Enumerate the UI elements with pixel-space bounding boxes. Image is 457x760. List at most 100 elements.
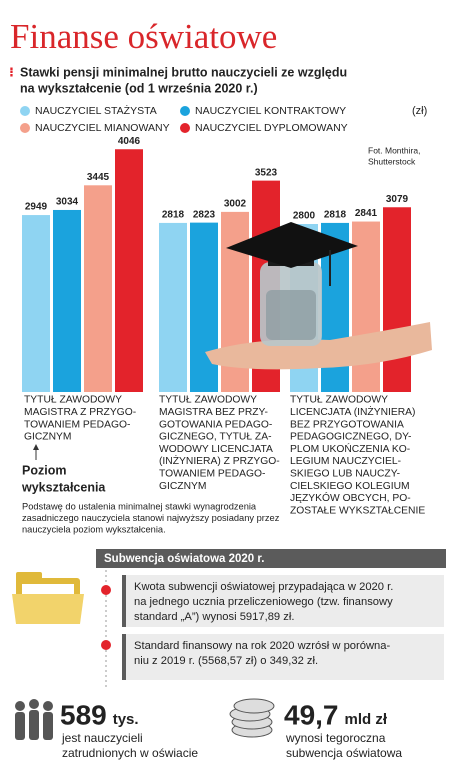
legend-label: NAUCZYCIEL DYPLOMOWANY	[195, 122, 348, 134]
section-title: Subwencja oświatowa 2020 r.	[104, 553, 264, 565]
legend-label: NAUCZYCIEL KONTRAKTOWY	[195, 105, 346, 117]
stat-unit: tys.	[113, 711, 139, 728]
stat-text: subwencja oświatowa	[286, 746, 402, 760]
x-axis-label: Poziom	[22, 463, 66, 477]
folder-front	[12, 594, 84, 624]
title: Finanse oświatowe	[10, 17, 277, 56]
subtitle: na wykształcenie (od 1 września 2020 r.)	[20, 81, 258, 95]
person	[15, 712, 25, 740]
category-label: JĘZYKÓW OBCYCH, PO-	[290, 491, 411, 504]
legend-label: NAUCZYCIEL MIANOWANY	[35, 122, 170, 134]
value-label: 2949	[25, 202, 48, 213]
unit: (zł)	[412, 105, 427, 117]
value-label: 2841	[355, 208, 378, 219]
coin	[233, 698, 275, 714]
category-label: GOTOWANIA PEDAGO-	[159, 419, 272, 430]
stat-value: 49,7	[284, 699, 339, 730]
category-label: GICZNYM	[24, 432, 71, 443]
photo-credit: Shutterstock	[368, 156, 416, 166]
category-label: (INŻYNIERA) Z PRZYGO-	[159, 454, 280, 467]
category-label: TYTUŁ ZAWODOWY	[24, 395, 122, 406]
bar	[53, 209, 81, 392]
legend-label: NAUCZYCIEL STAŻYSTA	[35, 104, 157, 117]
bar	[22, 215, 50, 392]
category-label: TOWANIEM PEDAGO-	[24, 419, 130, 430]
category-label: TOWANIEM PEDAGO-	[159, 469, 265, 480]
category-label: GICZNYM	[159, 481, 206, 492]
bar	[115, 149, 143, 392]
bullet: ⁝	[9, 64, 14, 79]
category-label: MAGISTRA Z PRZYGO-	[24, 407, 136, 418]
stat-value: 589	[60, 699, 107, 730]
hand	[205, 322, 432, 370]
category-label: GICZNEGO, TYTUŁ ZA-	[159, 432, 272, 443]
category-label: MAGISTRA BEZ PRZY-	[159, 407, 268, 418]
bar	[352, 221, 380, 392]
value-label: 3445	[87, 172, 110, 183]
note: Podstawę do ustalenia minimalnej stawki …	[22, 501, 257, 511]
category-label: TYTUŁ ZAWODOWY	[290, 395, 388, 406]
folder-icon	[12, 572, 84, 624]
value-label: 2800	[293, 211, 316, 222]
info-text: Standard finansowy na rok 2020 wzrósł w …	[134, 640, 390, 652]
x-axis-label: wykształcenia	[21, 480, 106, 494]
arrow-head	[33, 444, 39, 450]
category-label: PEDAGOGICZNEGO, DY-	[290, 432, 412, 443]
subtitle: Stawki pensji minimalnej brutto nauczyci…	[20, 65, 347, 79]
legend-marker	[180, 123, 190, 133]
person	[43, 701, 53, 711]
person	[29, 699, 39, 709]
category-label: BEZ PRZYGOTOWANIA	[290, 419, 404, 430]
value-label: 2818	[324, 210, 347, 221]
info-text: standard „A”) wynosi 5917,89 zł.	[134, 611, 294, 623]
stat-text: wynosi tegoroczna	[285, 731, 386, 745]
value-label: 2823	[193, 209, 216, 220]
note: nauczyciela poziom wykształcenia.	[22, 524, 166, 534]
photo-credit: Fot. Monthira,	[368, 145, 420, 155]
info-box-accent	[122, 634, 126, 680]
category-label: PLOM UKOŃCZENIA KO-	[290, 442, 410, 455]
value-label: 3079	[386, 194, 409, 205]
category-label: TYTUŁ ZAWODOWY	[159, 395, 257, 406]
info-text: na jednego ucznia przeliczeniowego (tzw.…	[134, 596, 393, 608]
jar-coins	[266, 290, 316, 340]
value-label: 3034	[56, 197, 79, 208]
folder-tab	[16, 572, 42, 582]
info-box-accent	[122, 575, 126, 627]
info-box	[122, 575, 444, 627]
bar	[159, 222, 187, 392]
category-label: ZOSTAŁE WYKSZTAŁCENIE	[290, 505, 425, 516]
value-label: 3002	[224, 199, 247, 210]
stat-unit: mld zł	[345, 711, 388, 728]
bar	[383, 207, 411, 392]
value-label: 4046	[118, 136, 141, 147]
category-label: LEGIUM NAUCZYCIEL-	[290, 456, 401, 467]
value-label: 3523	[255, 167, 278, 178]
category-label: CIELSKIEGO KOLEGIUM	[290, 481, 410, 492]
person	[29, 710, 39, 740]
bar	[84, 185, 112, 392]
stat-text: zatrudnionych w oświacie	[62, 746, 198, 760]
info-text: Kwota subwencji oświatowej przypadająca …	[134, 581, 393, 593]
legend-marker	[20, 123, 30, 133]
photo	[205, 222, 432, 370]
category-label: LICENCJATA (INŻYNIERA)	[290, 405, 415, 418]
timeline-dot	[101, 585, 111, 595]
legend-marker	[180, 106, 190, 116]
section-banner	[96, 549, 446, 568]
value-label: 2818	[162, 210, 185, 221]
info-text: niu z 2019 r. (5568,57 zł) o 349,32 zł.	[134, 655, 318, 667]
person	[43, 712, 53, 740]
legend-marker	[20, 106, 30, 116]
person	[15, 701, 25, 711]
coins-icon	[229, 698, 275, 738]
category-label: WODOWY LICENCJATA	[159, 444, 273, 455]
timeline-dot	[101, 640, 111, 650]
cap-top	[226, 222, 358, 268]
note: zasadniczego nauczyciela stanowi najwyżs…	[22, 513, 280, 523]
stat-text: jest nauczycieli	[61, 731, 143, 745]
category-label: SKIEGO LUB NAUCZY-	[290, 469, 400, 480]
people-icon	[15, 699, 53, 740]
info-box	[122, 634, 444, 680]
